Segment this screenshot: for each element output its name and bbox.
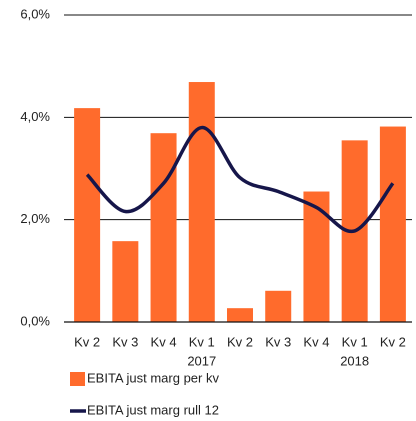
bar <box>74 108 101 322</box>
x-tick-label: Kv 2 <box>74 334 100 349</box>
y-tick-label: 0,0% <box>20 313 50 328</box>
y-tick-label: 6,0% <box>20 6 50 21</box>
line <box>85 125 395 234</box>
x-group-label: 2018 <box>340 353 369 368</box>
x-tick-label: Kv 3 <box>265 334 291 349</box>
x-tick-label: Kv 1 <box>189 334 215 349</box>
bar <box>303 191 330 322</box>
bar <box>112 241 139 322</box>
legend-swatch <box>70 372 85 386</box>
bar <box>265 290 292 322</box>
y-tick-label: 4,0% <box>20 109 50 124</box>
y-tick-label: 2,0% <box>20 211 50 226</box>
x-tick-label: Kv 2 <box>227 334 253 349</box>
bar <box>188 82 215 322</box>
x-tick-label: Kv 3 <box>112 334 138 349</box>
x-tick-label: Kv 4 <box>303 334 329 349</box>
bar <box>227 308 253 322</box>
bar <box>150 133 177 322</box>
legend-label: EBITA just marg per kv <box>87 370 219 385</box>
legend-label: EBITA just marg rull 12 <box>87 402 219 417</box>
bar <box>379 126 406 322</box>
x-tick-label: Kv 4 <box>151 334 177 349</box>
x-group-label: 2017 <box>187 353 216 368</box>
x-tick-label: Kv 2 <box>380 334 406 349</box>
x-tick-label: Kv 1 <box>342 334 368 349</box>
